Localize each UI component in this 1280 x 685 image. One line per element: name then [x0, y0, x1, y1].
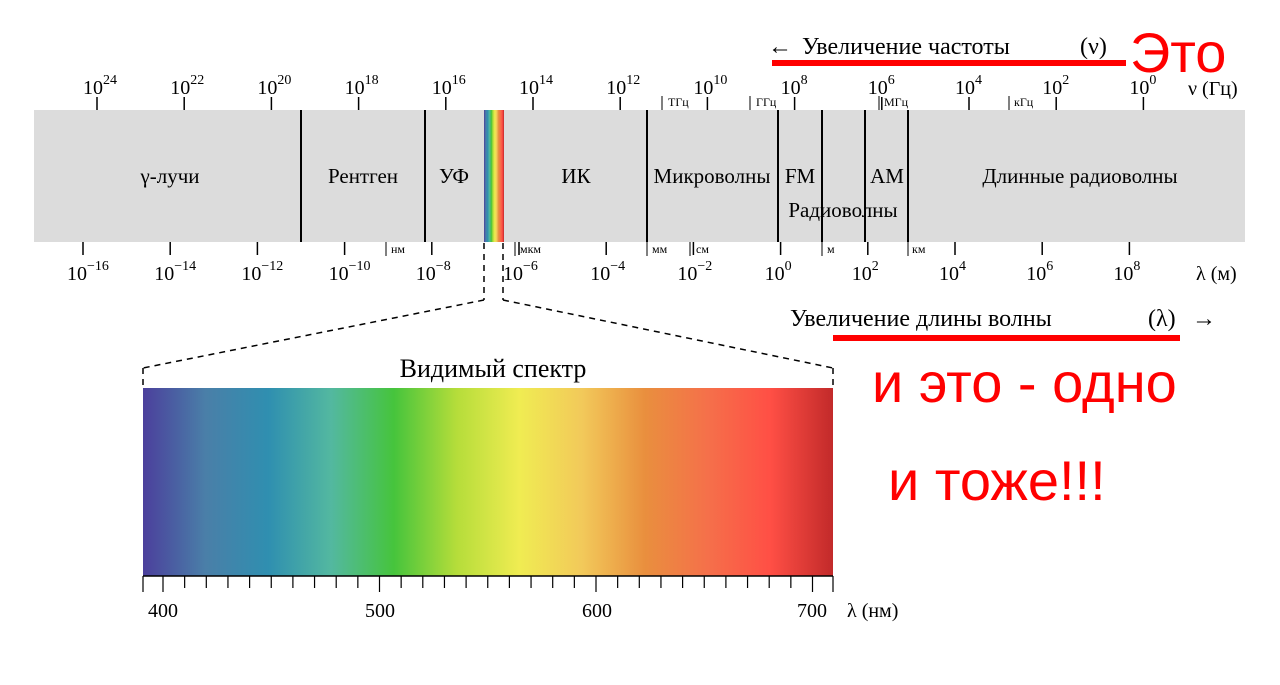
wavelength-tick-label: 10−10: [329, 259, 371, 285]
khz-mark-label: кГц: [1014, 95, 1034, 109]
frequency-tick-label: 1020: [257, 73, 291, 99]
frequency-tick-label: 1012: [606, 73, 640, 99]
band-label-gamma: γ-лучи: [139, 164, 199, 188]
wavelength-tick-label: 10−16: [67, 259, 109, 285]
frequency-tick-label: 1018: [345, 73, 379, 99]
red-annotations: Это и это - одно и тоже!!!: [772, 21, 1226, 512]
band-label-am: AM: [870, 164, 904, 188]
visible-tick-label-400: 400: [148, 600, 178, 622]
thz-mark-label: ТГц: [668, 95, 689, 109]
frequency-unit-marks: ТГц ГГц МГц кГц: [661, 95, 1034, 110]
wavelength-tick-labels: 10−16 10−14 10−12 10−10 10−8 10−6 10−4 10−2 100 1…: [67, 259, 1140, 285]
visible-tick-label-600: 600: [582, 600, 612, 622]
band-label-fm: FM: [785, 164, 816, 188]
wavelength-tick-label: 10−8: [416, 259, 451, 285]
wavelength-tick-label: 100: [765, 259, 792, 285]
wavelength-tick-label: 10−4: [590, 259, 625, 285]
annotation-line-3: и тоже!!!: [888, 449, 1106, 512]
visible-axis-unit: λ (нм): [847, 600, 898, 622]
annotation-line-1: Это: [1130, 21, 1226, 84]
visible-strip: [484, 110, 504, 242]
m-mark-label: м: [827, 242, 835, 256]
frequency-tick-label: 104: [955, 73, 982, 99]
wavelength-tick-label: 10−14: [154, 259, 196, 285]
frequency-ticks: [96, 97, 1145, 110]
visible-tick-labels: 400 500 600 700: [148, 600, 827, 622]
wavelength-axis-unit: λ (м): [1196, 263, 1237, 285]
frequency-tick-labels: 1024 1022 1020 1018 1016 1014 1012 1010 108 106 10…: [83, 73, 1156, 99]
frequency-tick-label: 108: [781, 73, 808, 99]
frequency-axis-unit: ν (Гц): [1188, 78, 1238, 100]
frequency-direction-header: ← Увеличение частоты (ν): [768, 34, 1107, 60]
wavelength-tick-label: 104: [939, 259, 966, 285]
band-dividers: [300, 110, 909, 242]
frequency-tick-label: 1010: [693, 73, 727, 99]
band-label-uv: УФ: [439, 164, 469, 188]
um-mark-label: мкм: [520, 242, 541, 256]
band-labels: γ-лучи Рентген УФ ИК Микроволны FM AM Дл…: [139, 164, 1177, 222]
wavelength-tick-label: 108: [1113, 259, 1140, 285]
nm-mark-label: нм: [391, 242, 405, 256]
visible-tick-label-500: 500: [365, 600, 395, 622]
band-label-microwave: Микроволны: [654, 164, 771, 188]
frequency-tick-label: 1016: [432, 73, 466, 99]
visible-spectrum-title: Видимый спектр: [400, 354, 587, 383]
frequency-tick-label: 1014: [519, 73, 553, 99]
wavelength-tick-label: 10−2: [677, 259, 712, 285]
visible-ticks: [142, 576, 834, 592]
ghz-mark-label: ГГц: [756, 95, 777, 109]
band-label-radio: Радиоволны: [788, 198, 897, 222]
zoom-line-left-diagonal: [142, 299, 485, 369]
wavelength-unit-marks: нм мкм мм см м км: [385, 242, 926, 256]
em-band-background: [34, 110, 1245, 242]
frequency-tick-label: 1024: [83, 73, 117, 99]
mm-mark-label: мм: [652, 242, 668, 256]
frequency-arrow: ←: [768, 34, 792, 60]
wavelength-direction-label: Увеличение длины волны: [790, 306, 1052, 332]
wavelength-tick-label: 106: [1026, 259, 1053, 285]
visible-tick-label-700: 700: [797, 600, 827, 622]
frequency-direction-label: Увеличение частоты: [802, 34, 1010, 60]
wavelength-direction-header: Увеличение длины волны (λ) →: [790, 306, 1216, 332]
wavelength-tick-label: 102: [852, 259, 879, 285]
frequency-tick-label: 1022: [170, 73, 204, 99]
band-label-xray: Рентген: [328, 164, 398, 188]
zoom-connector: [142, 243, 834, 388]
band-label-long-radio: Длинные радиоволны: [982, 164, 1177, 188]
wavelength-arrow: →: [1192, 306, 1216, 332]
wavelength-symbol: (λ): [1148, 306, 1176, 332]
cm-mark-label: см: [696, 242, 709, 256]
wavelength-tick-label: 10−6: [503, 259, 538, 285]
visible-spectrum-bar: [143, 388, 833, 576]
frequency-tick-label: 102: [1042, 73, 1069, 99]
zoom-line-right-diagonal: [502, 299, 834, 369]
wavelength-ticks: [82, 242, 1131, 255]
frequency-symbol: (ν): [1080, 34, 1107, 60]
annotation-line-2: и это - одно: [872, 351, 1177, 414]
wavelength-tick-label: 10−12: [241, 259, 283, 285]
km-mark-label: км: [912, 242, 926, 256]
mhz-mark-label: МГц: [884, 95, 909, 109]
band-label-ir: ИК: [561, 164, 591, 188]
